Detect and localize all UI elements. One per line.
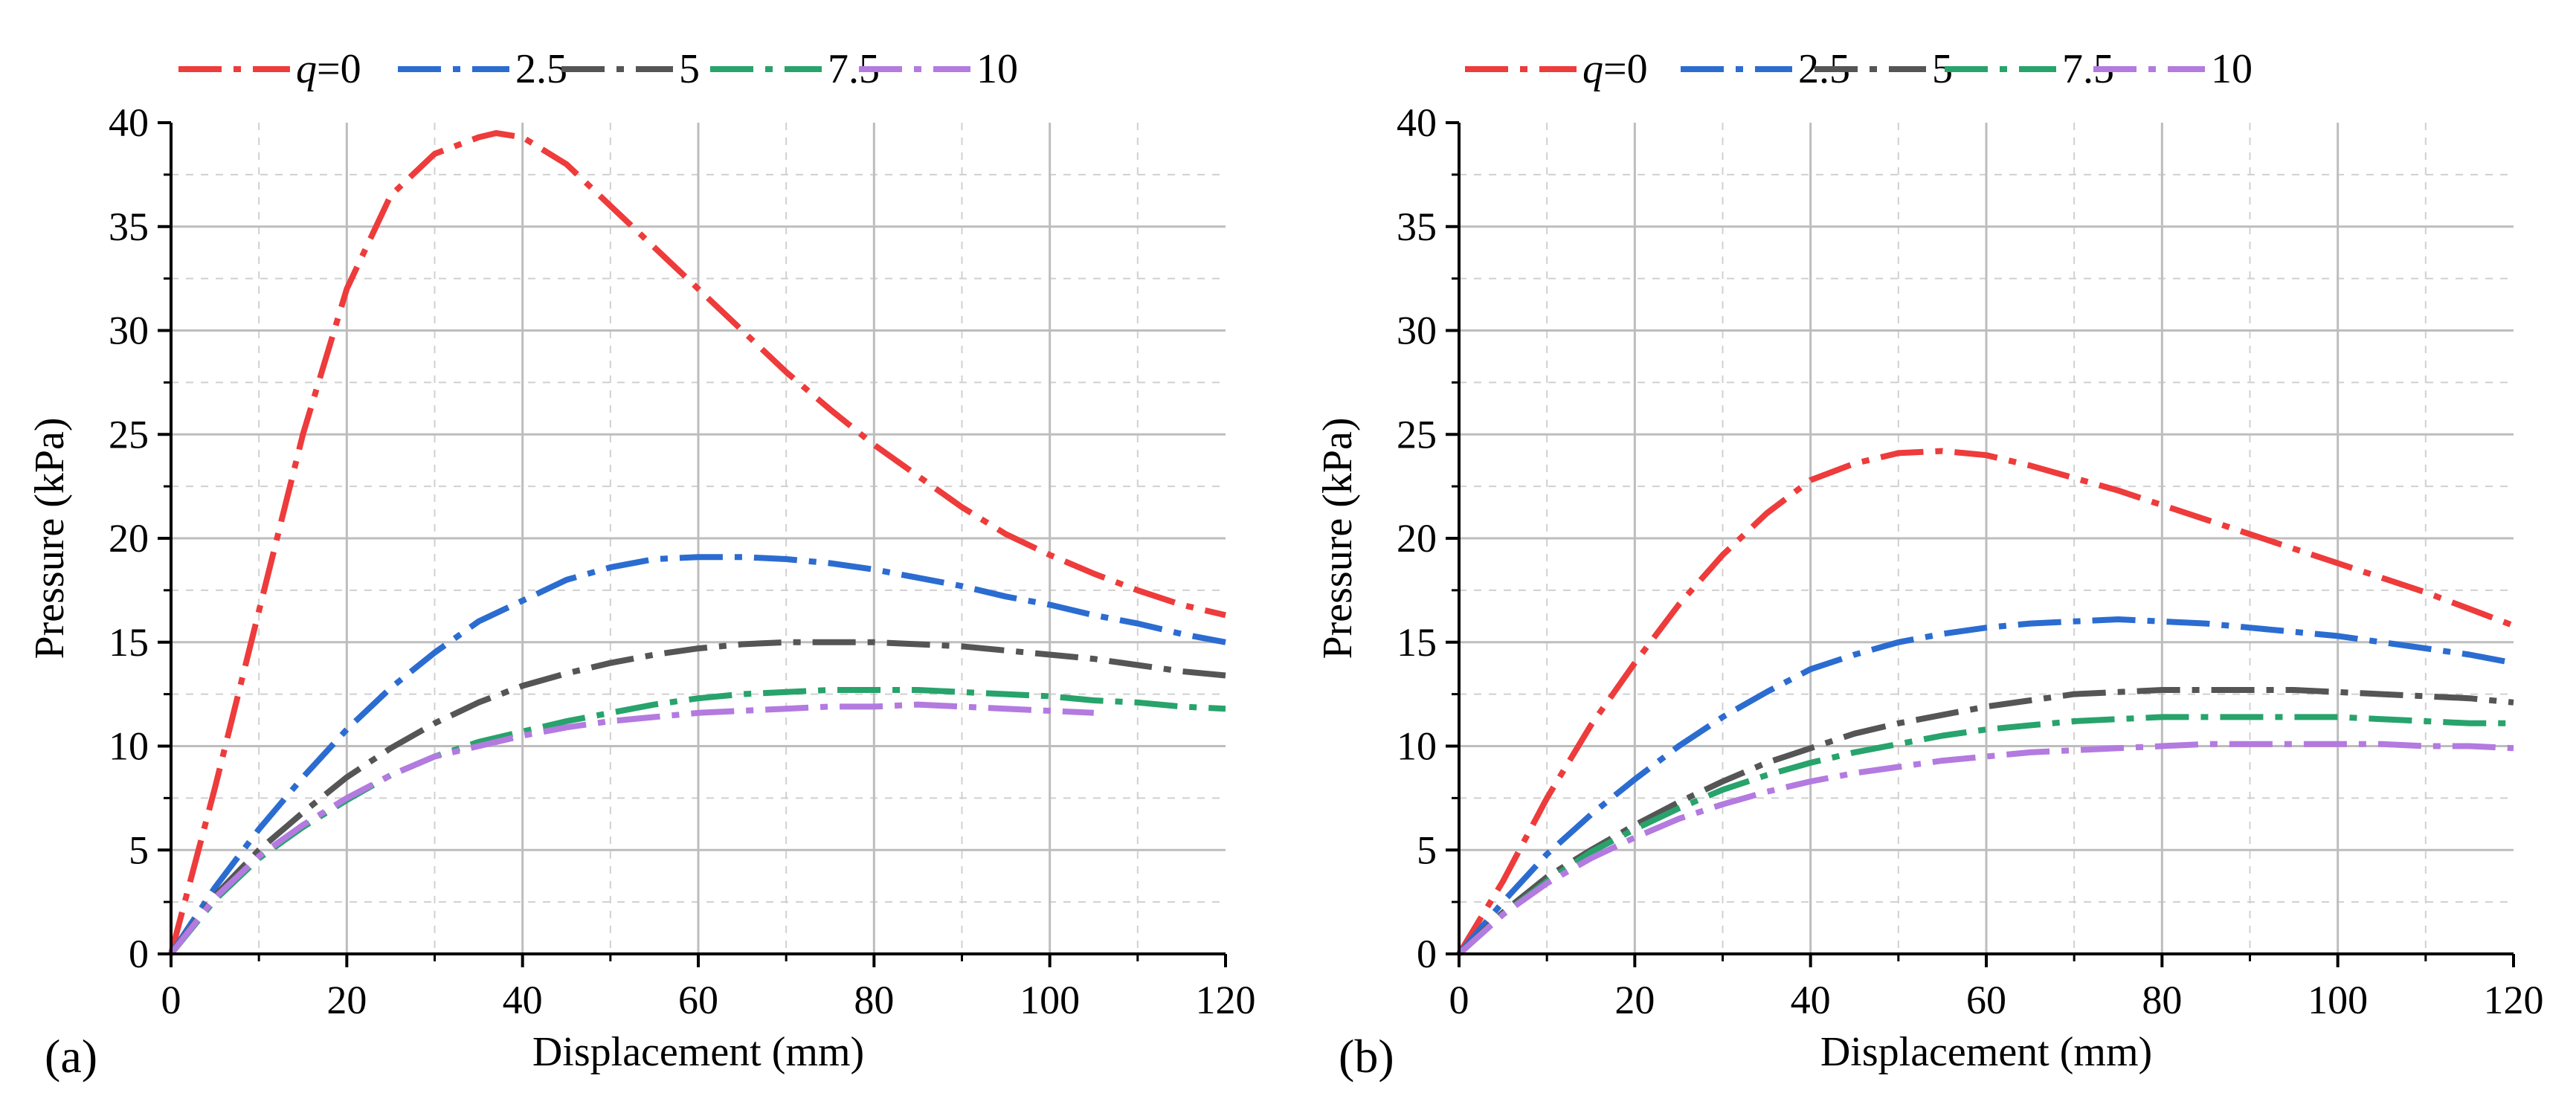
series-line-4 [1457, 741, 2514, 956]
x-tick-label: 120 [1196, 978, 1256, 1022]
x-axis-label: Displacement (mm) [1820, 1029, 2152, 1075]
x-axis-label: Displacement (mm) [532, 1029, 864, 1075]
x-tick-label: 60 [1966, 978, 2006, 1022]
legend-label-1: 2.5 [515, 46, 567, 92]
legend-label-4: 10 [976, 46, 1018, 92]
series-line-4 [168, 701, 1094, 956]
legend-label-0: q=0 [296, 46, 361, 92]
x-tick-label: 80 [2142, 978, 2182, 1022]
y-tick-label: 35 [109, 204, 149, 249]
y-axis-label: Pressure (kPa) [27, 417, 73, 659]
series-line-2 [168, 639, 1226, 956]
legend-q-value: =0 [317, 46, 361, 92]
y-tick-label: 0 [129, 932, 149, 976]
panel-b: 0 20 40 60 80 100 120 0 5 10 15 20 25 30 35 40 Displacem… [1315, 46, 2544, 1083]
y-tick-label: 20 [109, 516, 149, 561]
y-tick-label: 10 [1397, 724, 1437, 769]
series-line-1 [168, 554, 1226, 956]
legend: q=0 2.5 5 7.5 10 [1465, 46, 2253, 92]
y-axis-label: Pressure (kPa) [1315, 417, 1361, 659]
x-tick-label: 100 [1020, 978, 1080, 1022]
y-tick-label: 20 [1397, 516, 1437, 561]
y-tick-label: 40 [109, 100, 149, 145]
legend: q=0 2.5 5 7.5 10 [178, 46, 1018, 92]
y-tick-label: 15 [109, 620, 149, 665]
series-line-0 [1456, 448, 2515, 956]
legend-label-0: q=0 [1582, 46, 1648, 92]
y-tick-label: 10 [109, 724, 149, 769]
y-tick-label: 0 [1417, 932, 1437, 976]
x-tick-label: 20 [1614, 978, 1655, 1022]
legend-q-symbol: q [1582, 46, 1603, 92]
x-tick-label: 0 [1449, 978, 1469, 1022]
legend-label-4: 10 [2211, 46, 2253, 92]
series-line-0 [168, 130, 1226, 955]
x-tick-label: 0 [161, 978, 181, 1022]
y-tick-label: 25 [109, 412, 149, 457]
y-tick-label: 25 [1397, 412, 1437, 457]
panel-a: 0 20 40 60 80 100 120 0 5 10 15 20 25 30 35 40 Displacem… [27, 46, 1256, 1083]
y-tick-label: 35 [1397, 204, 1437, 249]
x-tick-label: 20 [326, 978, 367, 1022]
y-tick-label: 30 [109, 309, 149, 353]
legend-q-symbol: q [296, 46, 317, 92]
y-tick-label: 5 [1417, 828, 1437, 872]
y-tick-label: 40 [1397, 100, 1437, 145]
x-tick-label: 60 [678, 978, 718, 1022]
panel-label: (b) [1339, 1030, 1394, 1083]
y-tick-label: 5 [129, 828, 149, 872]
series-line-1 [1456, 616, 2514, 956]
legend-label-2: 5 [679, 46, 700, 92]
x-tick-label: 40 [1791, 978, 1831, 1022]
panel-label: (a) [45, 1030, 97, 1083]
x-tick-label: 80 [854, 978, 894, 1022]
x-tick-label: 120 [2484, 978, 2544, 1022]
legend-q-value: =0 [1603, 46, 1648, 92]
x-tick-label: 100 [2308, 978, 2368, 1022]
y-tick-label: 15 [1397, 620, 1437, 665]
y-tick-label: 30 [1397, 309, 1437, 353]
x-tick-label: 40 [503, 978, 543, 1022]
